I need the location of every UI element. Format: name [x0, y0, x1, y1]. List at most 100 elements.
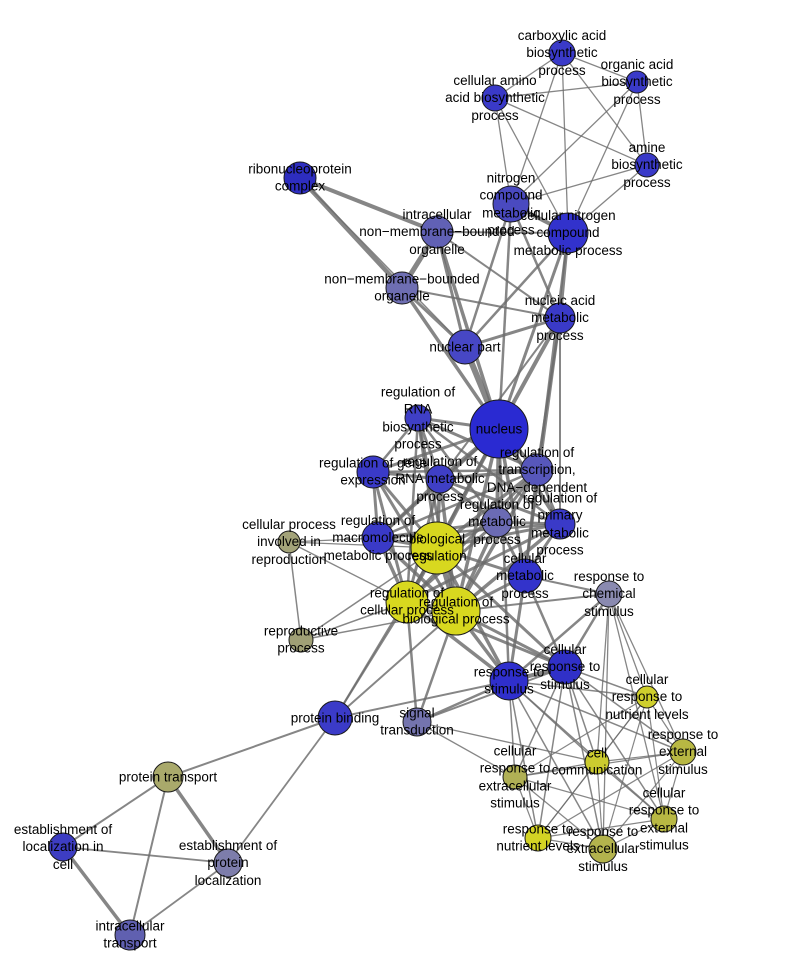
edge-regulation-of-macromolecule-metabolic-process--regulation-of-primary-metabolic-process: [377, 522, 561, 540]
node-intracellular-non-membrane-bounded-organelle[interactable]: [420, 215, 454, 249]
node-response-to-extracellular-stimulus[interactable]: [588, 834, 618, 864]
node-cellular-response-to-external-stimulus[interactable]: [650, 805, 678, 833]
edge-cellular-response-to-extracellular-stimulus--cellular-response-to-external-stimulus: [514, 776, 665, 820]
node-cellular-response-to-stimulus[interactable]: [547, 649, 583, 685]
node-regulation-of-rna-biosynthetic-process[interactable]: [404, 404, 432, 432]
node-non-membrane-bounded-organelle[interactable]: [385, 271, 419, 305]
edge-organic-acid-biosynthetic-process--cellular-amino-acid-biosynthetic-process: [494, 81, 638, 99]
edge-nitrogen-compound-metabolic-process--nuclear-part: [463, 203, 513, 348]
node-reproductive-process[interactable]: [288, 627, 314, 653]
edge-cellular-response-to-nutrient-levels--response-to-extracellular-stimulus: [602, 696, 648, 850]
node-biological-regulation[interactable]: [410, 521, 464, 575]
node-regulation-of-metabolic-process[interactable]: [481, 506, 513, 538]
node-carboxylic-acid-biosynthetic-process[interactable]: [548, 39, 576, 67]
edge-carboxylic-acid-biosynthetic-process--nitrogen-compound-metabolic-process: [510, 52, 563, 205]
node-regulation-of-transcription-dna-dependent[interactable]: [520, 453, 554, 487]
edge-response-to-chemical-stimulus--cell-communication: [596, 593, 610, 763]
node-nitrogen-compound-metabolic-process[interactable]: [492, 185, 530, 223]
node-response-to-stimulus[interactable]: [489, 661, 529, 701]
edge-protein-transport--establishment-of-protein-localization: [166, 775, 230, 865]
edge-nitrogen-compound-metabolic-process--nucleus: [497, 203, 513, 430]
edge-cell-communication--response-to-extracellular-stimulus: [596, 761, 604, 850]
edge-regulation-of-transcription-dna-dependent--regulation-of-cellular-process: [405, 468, 539, 604]
edge-carboxylic-acid-biosynthetic-process--amine-biosynthetic-process: [561, 52, 648, 166]
edge-nitrogen-compound-metabolic-process--nucleic-acid-metabolic-process: [509, 203, 562, 319]
edge-organic-acid-biosynthetic-process--amine-biosynthetic-process: [636, 81, 648, 166]
edge-cellular-response-to-stimulus--response-to-external-stimulus: [564, 666, 684, 753]
edge-nucleus--regulation-of-biological-process: [454, 428, 501, 612]
edge-establishment-of-localization-in-cell--establishment-of-protein-localization: [62, 846, 229, 864]
node-cellular-response-to-extracellular-stimulus[interactable]: [502, 764, 528, 790]
edge-cellular-response-to-stimulus--response-to-extracellular-stimulus: [564, 666, 604, 850]
edge-amine-biosynthetic-process--nitrogen-compound-metabolic-process: [510, 164, 648, 205]
node-nuclear-part[interactable]: [447, 329, 483, 365]
edge-cellular-process-involved-in-reproduction--reproductive-process: [288, 541, 302, 641]
edge-cellular-nitrogen-compound-metabolic-process--nuclear-part: [464, 232, 569, 348]
node-ribonucleoprotein-complex[interactable]: [283, 161, 317, 195]
edge-cell-communication--signal-transduction: [416, 721, 598, 763]
node-cellular-nitrogen-compound-metabolic-process[interactable]: [547, 212, 589, 254]
node-regulation-of-rna-metabolic-process[interactable]: [425, 464, 455, 494]
node-response-to-external-stimulus[interactable]: [669, 738, 697, 766]
node-nucleus[interactable]: [469, 399, 529, 459]
edge-carboxylic-acid-biosynthetic-process--cellular-nitrogen-compound-metabolic-process: [561, 52, 569, 234]
node-nucleic-acid-metabolic-process[interactable]: [544, 302, 576, 334]
edge-cellular-response-to-stimulus--signal-transduction: [416, 666, 566, 723]
node-regulation-of-gene-expression[interactable]: [356, 455, 390, 489]
edge-cellular-response-to-external-stimulus--response-to-nutrient-levels: [537, 818, 665, 839]
edge-cell-communication--cellular-response-to-extracellular-stimulus: [514, 761, 598, 778]
edge-response-to-stimulus--protein-binding: [334, 680, 510, 719]
node-response-to-chemical-stimulus[interactable]: [595, 580, 623, 608]
node-cellular-metabolic-process[interactable]: [507, 558, 543, 594]
edge-response-to-chemical-stimulus--response-to-stimulus: [508, 593, 610, 682]
node-cellular-response-to-nutrient-levels[interactable]: [635, 685, 659, 709]
edge-intracellular-non-membrane-bounded-organelle--nucleic-acid-metabolic-process: [436, 231, 561, 319]
edge-response-to-stimulus--cellular-response-to-external-stimulus: [508, 680, 665, 820]
edge-regulation-of-cellular-process--protein-binding: [334, 601, 408, 719]
edge-biological-regulation--cellular-response-to-stimulus: [435, 546, 567, 669]
node-response-to-nutrient-levels[interactable]: [524, 824, 552, 852]
edge-regulation-of-transcription-dna-dependent--regulation-of-biological-process: [454, 469, 539, 612]
edge-regulation-of-transcription-dna-dependent--regulation-of-gene-expression: [372, 468, 538, 474]
edge-organic-acid-biosynthetic-process--cellular-nitrogen-compound-metabolic-process: [567, 81, 638, 234]
node-protein-binding[interactable]: [317, 700, 353, 736]
edge-regulation-of-rna-metabolic-process--regulation-of-primary-metabolic-process: [439, 477, 561, 526]
edge-cellular-response-to-nutrient-levels--cellular-response-to-external-stimulus: [646, 696, 665, 820]
edge-cellular-amino-acid-biosynthetic-process--cellular-nitrogen-compound-metabolic-process: [494, 97, 569, 234]
node-amine-biosynthetic-process[interactable]: [634, 152, 660, 178]
node-establishment-of-protein-localization[interactable]: [213, 848, 243, 878]
edge-biological-regulation--reproductive-process: [300, 547, 438, 641]
edge-organic-acid-biosynthetic-process--nitrogen-compound-metabolic-process: [510, 81, 638, 205]
edge-regulation-of-cellular-process--cellular-process-involved-in-reproduction: [288, 541, 408, 603]
node-signal-transduction[interactable]: [402, 707, 432, 737]
edge-ribonucleoprotein-complex--intracellular-non-membrane-bounded-organelle: [299, 176, 438, 234]
edge-cell-communication--response-to-nutrient-levels: [537, 761, 598, 839]
edge-regulation-of-biological-process--reproductive-process: [300, 610, 457, 641]
edge-intracellular-non-membrane-bounded-organelle--cellular-nitrogen-compound-metabolic-process: [436, 231, 569, 234]
node-regulation-of-macromolecule-metabolic-process[interactable]: [361, 521, 395, 555]
edge-cellular-response-to-nutrient-levels--cellular-response-to-extracellular-stimulus: [514, 696, 648, 778]
node-regulation-of-cellular-process[interactable]: [385, 580, 429, 624]
node-cellular-amino-acid-biosynthetic-process[interactable]: [481, 84, 509, 112]
node-regulation-of-primary-metabolic-process[interactable]: [544, 508, 576, 540]
node-organic-acid-biosynthetic-process[interactable]: [625, 70, 649, 94]
node-regulation-of-biological-process[interactable]: [431, 586, 481, 636]
node-protein-transport[interactable]: [152, 761, 184, 793]
node-intracellular-transport[interactable]: [114, 919, 146, 951]
edge-protein-binding--protein-transport: [167, 717, 336, 778]
edge-cellular-nitrogen-compound-metabolic-process--nucleus: [497, 232, 570, 430]
node-cell-communication[interactable]: [584, 749, 610, 775]
node-cellular-process-involved-in-reproduction[interactable]: [277, 530, 301, 554]
edge-nucleic-acid-metabolic-process--regulation-of-rna-metabolic-process: [439, 317, 561, 480]
edge-response-to-stimulus--response-to-external-stimulus: [508, 680, 684, 753]
edge-response-to-stimulus--response-to-nutrient-levels: [508, 680, 539, 839]
edge-protein-binding--establishment-of-protein-localization: [227, 717, 336, 864]
node-establishment-of-localization-in-cell[interactable]: [48, 832, 78, 862]
edge-cell-communication--cellular-response-to-external-stimulus: [596, 761, 665, 820]
edge-response-to-chemical-stimulus--response-to-external-stimulus: [608, 593, 684, 753]
edge-response-to-stimulus--cellular-response-to-nutrient-levels: [508, 680, 648, 698]
edge-protein-transport--establishment-of-localization-in-cell: [62, 776, 169, 848]
edge-response-to-stimulus--response-to-extracellular-stimulus: [508, 680, 604, 850]
